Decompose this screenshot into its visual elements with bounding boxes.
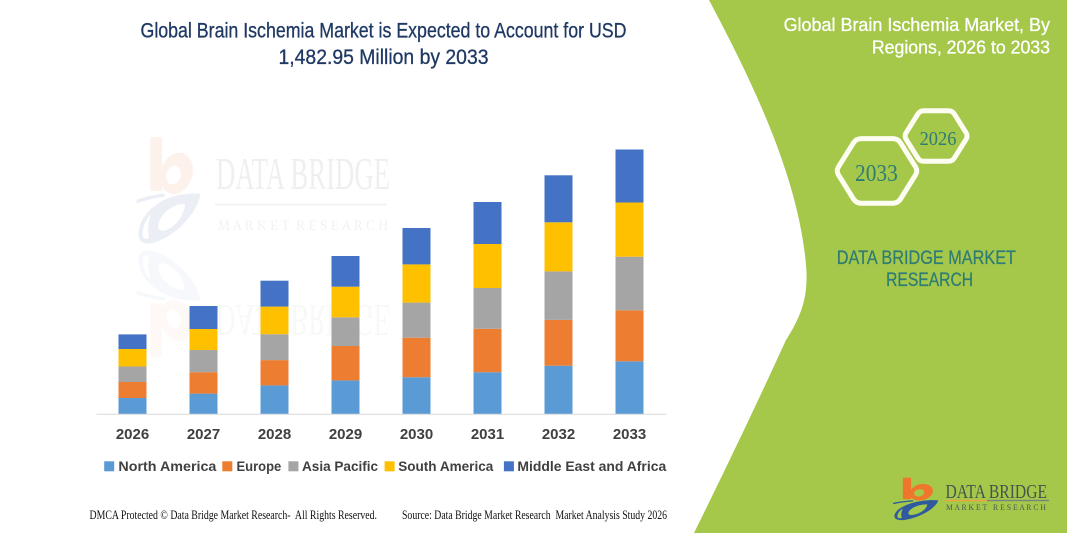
- svg-text:North America: North America: [118, 458, 216, 474]
- svg-text:Global Brain Ischemia Market i: Global Brain Ischemia Market is Expected…: [141, 19, 627, 43]
- svg-text:Global Brain Ischemia Market,: Global Brain Ischemia Market, By: [784, 14, 1051, 35]
- svg-text:2030: 2030: [400, 426, 433, 443]
- svg-text:2033: 2033: [613, 426, 646, 443]
- svg-text:M A R K E T R E S E A R C H: M A R K E T R E S E A R C H: [218, 218, 388, 234]
- svg-text:M A R K E T R E S E A R C H: M A R K E T R E S E A R C H: [946, 503, 1046, 512]
- svg-text:DATA BRIDGE MARKET: DATA BRIDGE MARKET: [837, 248, 1017, 269]
- svg-text:2027: 2027: [187, 426, 220, 443]
- svg-text:2028: 2028: [258, 426, 291, 443]
- svg-text:South America: South America: [398, 458, 493, 474]
- svg-text:2031: 2031: [471, 426, 504, 443]
- svg-text:Europe: Europe: [237, 458, 282, 474]
- svg-text:Regions, 2026 to 2033: Regions, 2026 to 2033: [872, 37, 1050, 58]
- svg-text:Source: Data Bridge Market Res: Source: Data Bridge Market Research Mark…: [402, 508, 667, 522]
- svg-text:DMCA Protected © Data Bridge M: DMCA Protected © Data Bridge Market Rese…: [90, 508, 378, 522]
- svg-text:Asia Pacific: Asia Pacific: [302, 458, 378, 474]
- svg-text:DATA BRIDGE: DATA BRIDGE: [216, 295, 390, 346]
- svg-text:2033: 2033: [855, 161, 898, 187]
- svg-text:DATA BRIDGE: DATA BRIDGE: [946, 482, 1048, 503]
- svg-text:Middle East and Africa: Middle East and Africa: [517, 458, 666, 474]
- svg-text:DATA BRIDGE: DATA BRIDGE: [216, 148, 390, 199]
- svg-text:1,482.95 Million by 2033: 1,482.95 Million by 2033: [279, 45, 489, 69]
- svg-text:2026: 2026: [116, 426, 149, 443]
- svg-text:2026: 2026: [920, 128, 957, 150]
- svg-text:2032: 2032: [542, 426, 575, 443]
- svg-text:RESEARCH: RESEARCH: [886, 270, 973, 291]
- svg-text:2029: 2029: [329, 426, 362, 443]
